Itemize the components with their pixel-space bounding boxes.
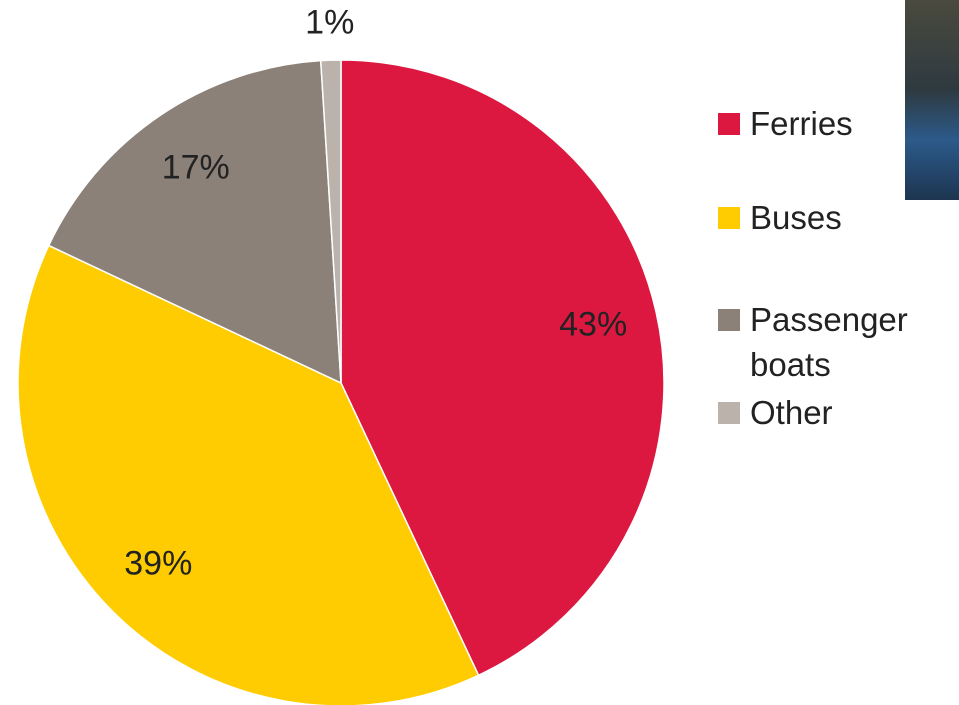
- legend-label: Ferries: [750, 101, 958, 146]
- pie: [18, 60, 664, 705]
- page: {"chart_data": {"type": "pie", "categori…: [0, 0, 959, 705]
- legend-label: Passenger boats: [750, 297, 958, 387]
- legend-item: Passenger boats: [718, 297, 958, 387]
- data-label: 43%: [559, 306, 627, 344]
- legend-item: Buses: [718, 195, 958, 240]
- data-label: 39%: [124, 545, 192, 583]
- legend-swatch: [718, 113, 740, 135]
- legend-label: Other: [750, 390, 958, 435]
- legend-swatch: [718, 402, 740, 424]
- photo: [905, 0, 959, 200]
- data-label: 1%: [305, 4, 354, 42]
- legend-item: Other: [718, 390, 958, 435]
- legend-swatch: [718, 207, 740, 229]
- data-label: 17%: [162, 148, 230, 186]
- legend-label: Buses: [750, 195, 958, 240]
- legend-item: Ferries: [718, 101, 958, 146]
- legend-swatch: [718, 309, 740, 331]
